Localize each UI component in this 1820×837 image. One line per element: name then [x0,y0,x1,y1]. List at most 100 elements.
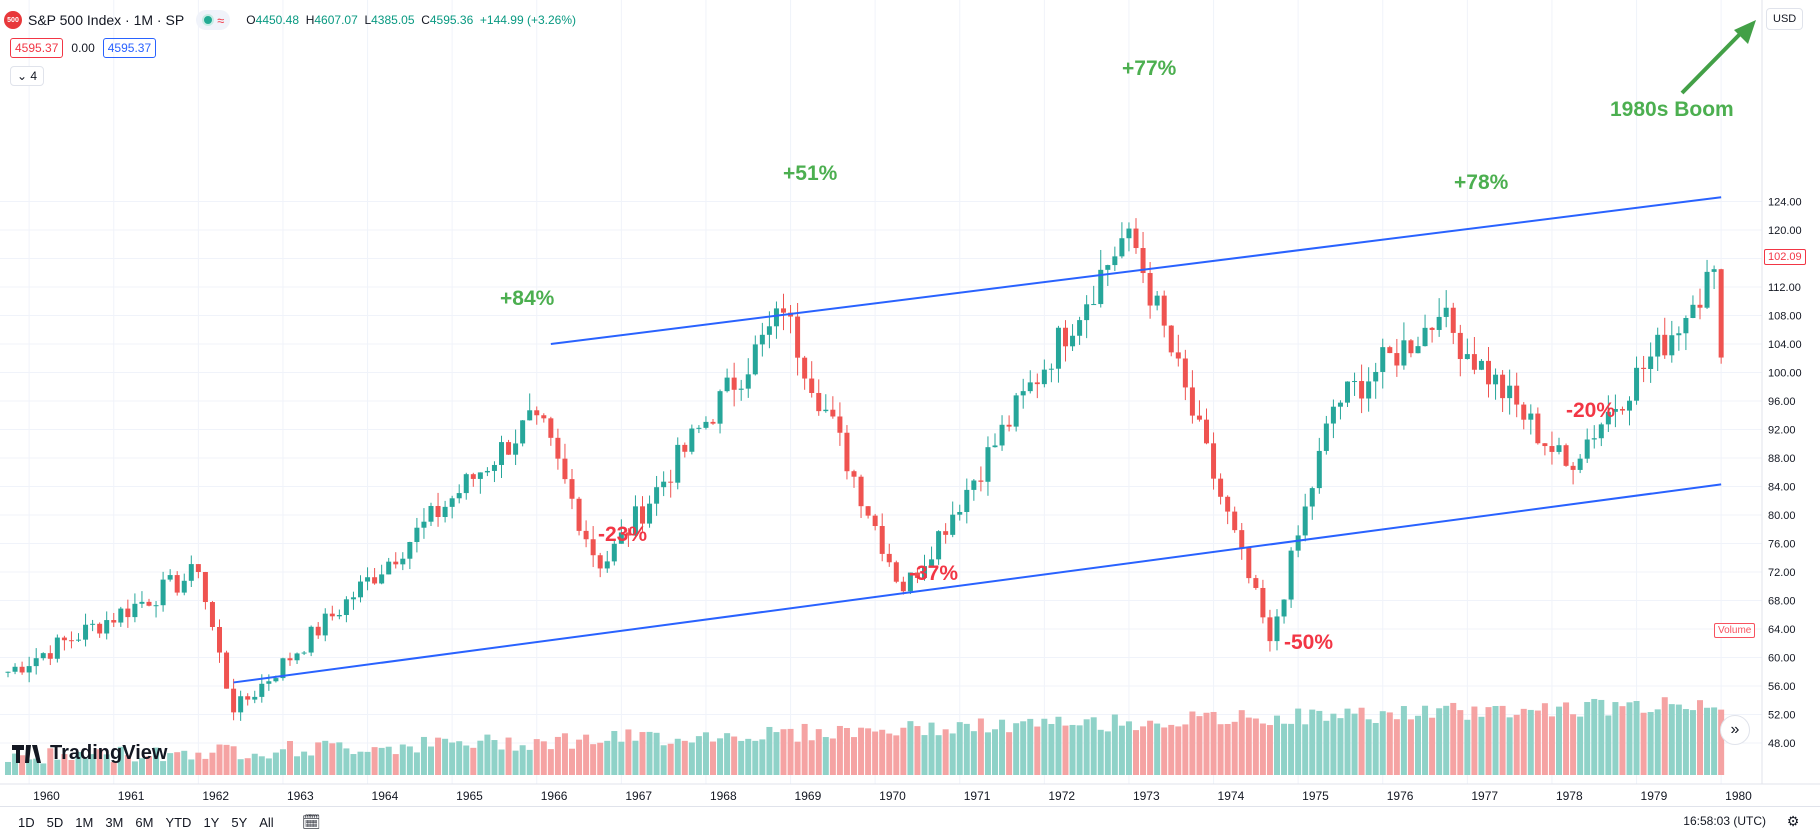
candle-body [618,532,624,544]
volume-bar [618,741,625,775]
candle-body [76,639,81,641]
candle-body [1507,385,1513,399]
candle-body [259,683,265,697]
timeframe-5y[interactable]: 5Y [231,814,248,830]
volume-bar [533,739,540,775]
candle-body [1345,381,1350,403]
candle-body [872,515,878,527]
volume-bar [1224,723,1231,775]
candle-body [1387,347,1393,354]
volume-bar [710,741,716,775]
volume-bar [1704,707,1711,775]
volume-bar [1443,705,1450,775]
timeframe-1d[interactable]: 1D [18,814,35,830]
candle-body [752,344,758,375]
volume-bar [597,742,604,775]
chart-area[interactable]: 124.00120.00116.00112.00108.00104.00100.… [0,0,1820,803]
candle-body [957,511,963,515]
candle-body [555,437,561,459]
trade-price-row: 4595.37 0.00 4595.37 [10,38,157,58]
candle-body [428,506,434,522]
candle-body [647,503,653,524]
volume-bar [420,736,427,775]
candle-body [238,696,244,713]
volume-bar [1252,718,1259,775]
volume-bar [886,733,893,775]
volume-bar [688,742,695,775]
time-tick: 1962 [202,789,229,803]
candle-body [1450,307,1456,333]
timeframe-list: 1D 5D 1M 3M 6M YTD 1Y 5Y All [12,815,280,830]
volume-bar [174,752,181,775]
volume-bar [787,728,794,775]
candle-body [513,443,519,455]
buy-price-button[interactable]: 4595.37 [102,38,157,58]
currency-button[interactable]: USD [1766,8,1804,30]
candle-body [174,575,180,593]
candle-body [1175,352,1181,359]
candle-body [1704,271,1710,308]
chevron-down-icon: ⌄ [17,69,28,83]
timeframe-1m[interactable]: 1M [75,814,94,830]
candle-body [1443,307,1449,317]
volume-bar [364,751,371,775]
candle-body [132,603,138,618]
candle-body [1528,413,1534,420]
timeframe-ytd[interactable]: YTD [165,814,192,830]
volume-bar [1485,707,1492,775]
tradingview-logo[interactable]: TradingView [12,742,167,765]
price-tick: 120.00 [1768,225,1802,237]
symbol-title[interactable]: S&P 500 Index · 1M · SP [28,12,185,28]
scroll-to-realtime-button[interactable]: » [1720,715,1750,745]
volume-bar [1358,707,1365,775]
candle-body [315,626,321,636]
candle-body [301,652,307,654]
volume-bar [1499,705,1506,775]
calendar-range-icon[interactable]: 🗓 [301,814,321,831]
sell-price-button[interactable]: 4595.37 [10,38,64,58]
candle-body [343,599,349,616]
candle-body [470,474,476,479]
candle-body [350,597,356,600]
sp500-logo: 500 [4,11,22,29]
volume-bar [406,746,413,775]
market-status-pill[interactable]: ≈ [196,10,231,30]
volume-bar [378,747,385,775]
time-tick: 1969 [795,789,822,803]
timeframe-5d[interactable]: 5D [46,814,64,830]
candle-body [188,564,194,581]
candle-body [1330,406,1336,424]
timeframe-1y[interactable]: 1Y [203,814,220,830]
candle-body [125,608,131,618]
low-label: L [364,13,372,27]
high-value: 4607.07 [314,13,358,27]
volume-bar [717,738,724,775]
clock-readout: 16:58:03 (UTC) [1683,814,1766,828]
volume-bar [822,737,829,775]
volume-bar [653,732,660,775]
candle-body [484,470,490,473]
candle-body [703,421,709,428]
volume-bar [1217,724,1224,775]
volume-bar [435,737,442,775]
volume-bar [117,746,124,775]
timeframe-all[interactable]: All [259,814,274,830]
candle-body [759,334,765,345]
volume-bar [907,721,914,775]
candle-body [689,428,695,452]
candle-body [640,506,645,524]
volume-bar [1182,724,1189,775]
candle-body [1126,228,1132,239]
candles [5,218,1724,721]
volume-bar [1203,712,1210,775]
candle-body [40,653,46,659]
timeframe-3m[interactable]: 3M [105,814,124,830]
indicators-toggle-button[interactable]: ⌄ 4 [10,66,45,86]
candle-body [1549,446,1555,452]
settings-gear-icon[interactable]: ⚙ [1786,812,1800,829]
price-tick: 80.00 [1768,510,1796,522]
volume-bar [33,758,40,775]
chart-canvas[interactable]: 124.00120.00116.00112.00108.00104.00100.… [0,0,1820,806]
candle-body [1436,316,1442,330]
timeframe-6m[interactable]: 6M [135,814,154,830]
